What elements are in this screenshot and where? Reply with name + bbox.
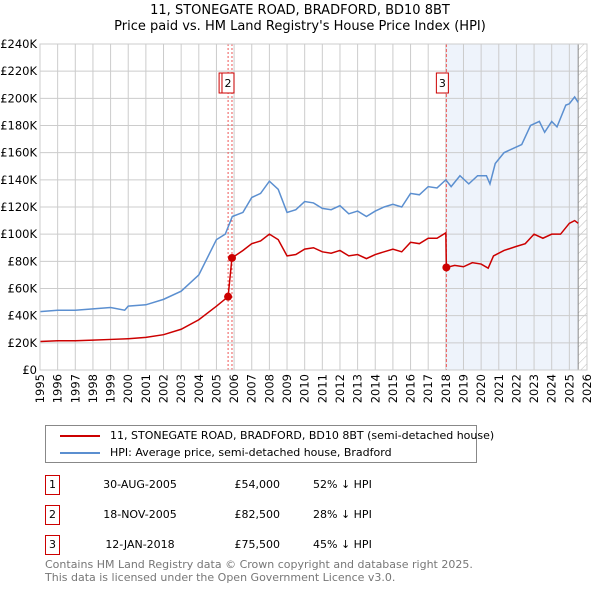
x-tick-label: 1996 xyxy=(51,374,65,403)
sale-point xyxy=(442,263,451,272)
date: 18-NOV-2005 xyxy=(103,508,177,521)
date: 30-AUG-2005 xyxy=(103,478,177,491)
x-tick-label: 1999 xyxy=(104,374,118,403)
footer-copyright: Contains HM Land Registry data © Crown c… xyxy=(45,558,473,571)
x-tick-label: 2019 xyxy=(456,374,470,403)
x-tick-label: 2011 xyxy=(315,374,329,403)
x-tick-label: 2023 xyxy=(527,374,541,403)
y-tick-label: £120K xyxy=(0,200,37,214)
y-tick-label: £20K xyxy=(8,336,38,350)
property-series-line xyxy=(39,219,579,343)
x-tick-label: 2012 xyxy=(333,374,347,403)
price: £82,500 xyxy=(234,508,281,521)
y-tick-label: £80K xyxy=(8,254,38,268)
hpi-diff: 28% ↓ HPI xyxy=(313,508,372,521)
x-tick-label: 2002 xyxy=(157,374,171,403)
x-tick-label: 2003 xyxy=(174,374,188,403)
y-tick-label: £240K xyxy=(0,37,37,51)
x-tick-label: 2004 xyxy=(192,374,206,403)
transaction-row: 3 12-JAN-2018 £75,500 45% ↓ HPI xyxy=(45,535,465,555)
y-tick-label: £100K xyxy=(0,227,37,241)
legend: 11, STONEGATE ROAD, BRADFORD, BD10 8BT (… xyxy=(45,425,494,463)
date: 12-JAN-2018 xyxy=(105,538,175,551)
sale-label: 2 xyxy=(224,77,231,90)
x-tick-label: 2010 xyxy=(298,374,312,403)
x-tick-label: 2006 xyxy=(227,374,241,403)
y-tick-label: £40K xyxy=(8,309,38,323)
x-tick-label: 2015 xyxy=(386,374,400,403)
x-tick-label: 2009 xyxy=(280,374,294,403)
plot-frame xyxy=(39,43,588,371)
marker-badge: 2 xyxy=(45,505,60,525)
transaction-row: 1 30-AUG-2005 £54,000 52% ↓ HPI xyxy=(45,475,465,495)
x-tick-label: 2021 xyxy=(492,374,506,403)
y-tick-label: £200K xyxy=(0,91,37,105)
hpi-diff: 52% ↓ HPI xyxy=(313,478,372,491)
x-tick-label: 2022 xyxy=(509,374,523,403)
y-tick-label: £60K xyxy=(8,282,38,296)
x-tick-label: 1997 xyxy=(68,374,82,403)
hpi-diff: 45% ↓ HPI xyxy=(313,538,372,551)
x-tick-label: 2005 xyxy=(209,374,223,403)
x-tick-label: 2007 xyxy=(245,374,259,403)
y-tick-label: £0 xyxy=(22,363,37,377)
x-tick-label: 2016 xyxy=(404,374,418,403)
price-chart: £0 £20K £40K £60K £80K £100K £120K £140K £160K £1… xyxy=(0,37,594,403)
chart-subtitle: Price paid vs. HM Land Registry's House … xyxy=(114,19,486,34)
y-tick-label: £140K xyxy=(0,173,37,187)
hpi-series-line xyxy=(39,95,579,313)
legend-property: 11, STONEGATE ROAD, BRADFORD, BD10 8BT (… xyxy=(110,429,495,442)
sale-label-box xyxy=(435,72,449,94)
price: £54,000 xyxy=(234,478,281,491)
x-tick-label: 2013 xyxy=(351,374,365,403)
x-tick-label: 1998 xyxy=(86,374,100,403)
marker-badge: 1 xyxy=(45,475,60,495)
sale-label: 3 xyxy=(439,77,446,90)
price: £75,500 xyxy=(234,538,281,551)
sale-label-box xyxy=(221,72,235,94)
x-tick-label: 2000 xyxy=(121,374,135,403)
x-tick-label: 2008 xyxy=(262,374,276,403)
x-tick-label: 2020 xyxy=(474,374,488,403)
legend-red-line xyxy=(60,434,100,437)
x-tick-label: 2026 xyxy=(580,374,594,403)
x-tick-label: 2018 xyxy=(439,374,453,403)
x-tick-label: 2025 xyxy=(562,374,576,403)
x-tick-label: 2017 xyxy=(421,374,435,403)
marker-badge: 3 xyxy=(45,535,60,555)
y-tick-label: £160K xyxy=(0,146,37,160)
legend-hpi: HPI: Average price, semi-detached house,… xyxy=(110,446,392,459)
x-tick-label: 2014 xyxy=(368,374,382,403)
x-tick-label: 1995 xyxy=(33,374,47,403)
transaction-row: 2 18-NOV-2005 £82,500 28% ↓ HPI xyxy=(45,505,465,525)
x-tick-label: 2001 xyxy=(139,374,153,403)
sale-point xyxy=(227,253,236,262)
legend-blue-line xyxy=(60,451,100,454)
y-tick-label: £220K xyxy=(0,64,37,78)
footer-licence: This data is licensed under the Open Gov… xyxy=(45,571,396,584)
x-tick-label: 2024 xyxy=(545,374,559,403)
chart-title: 11, STONEGATE ROAD, BRADFORD, BD10 8BT xyxy=(150,3,450,18)
sale-point xyxy=(224,292,233,301)
y-tick-label: £180K xyxy=(0,119,37,133)
